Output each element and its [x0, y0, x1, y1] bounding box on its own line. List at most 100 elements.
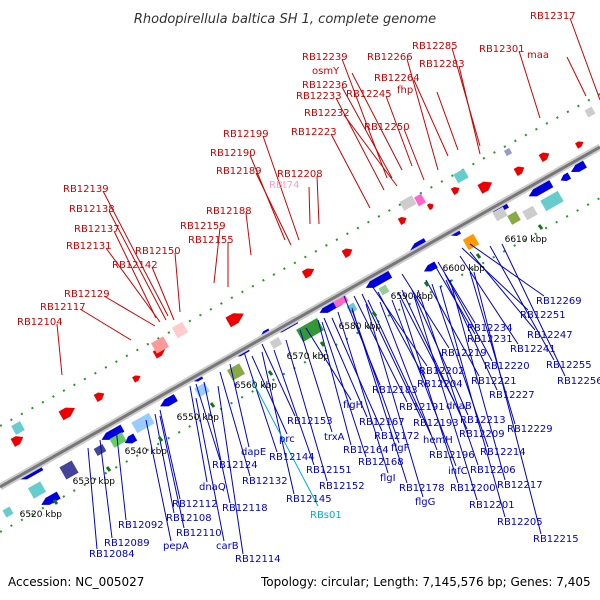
- forward-gene-arrow: [426, 203, 434, 211]
- leader-line: [103, 295, 156, 327]
- leader-line: [411, 289, 469, 416]
- forward-gene-arrow: [93, 392, 105, 402]
- reverse-gene-label: RB12227: [489, 390, 535, 401]
- reverse-gene-label: flgG: [415, 497, 435, 508]
- reverse-gene-label: RB12213: [460, 415, 506, 426]
- forward-gene-label: RB12129: [64, 289, 110, 300]
- tick-mark: [209, 402, 216, 408]
- leader-line: [243, 351, 278, 453]
- leader-line: [431, 283, 489, 448]
- leader-line: [459, 255, 519, 345]
- leader-line: [87, 447, 98, 550]
- tick-label: 6540 kbp: [125, 447, 168, 457]
- leader-line: [203, 381, 231, 504]
- tick-mark: [371, 311, 378, 317]
- leader-line: [445, 279, 498, 391]
- reverse-gene-arrow: [160, 394, 178, 407]
- tick-mark: [537, 224, 544, 230]
- tick-label: 6590 kbp: [391, 292, 434, 302]
- leader-line: [321, 321, 367, 458]
- feature-box: [226, 363, 246, 381]
- leader-line: [159, 415, 185, 529]
- leader-line: [437, 261, 476, 324]
- reverse-gene-label: RB12247: [527, 330, 573, 341]
- leader-line: [501, 243, 566, 377]
- leader-line: [261, 343, 296, 417]
- genome-summary-text: Topology: circular; Length: 7,145,576 bp…: [260, 575, 591, 589]
- leader-line: [469, 271, 516, 425]
- leader-line: [341, 58, 388, 179]
- reverse-gene-label: RB12255: [546, 360, 592, 371]
- reverse-gene-label: carB: [216, 541, 239, 552]
- reverse-gene-label: RB12124: [212, 460, 258, 471]
- feature-box: [171, 321, 189, 339]
- reverse-gene-arrow: [560, 172, 572, 182]
- leader-line: [323, 317, 368, 418]
- reverse-gene-label: dapE: [241, 447, 266, 458]
- leader-line: [154, 413, 175, 514]
- tick-mark: [157, 436, 164, 442]
- reverse-gene-label: RB12193: [413, 418, 459, 429]
- leader-line: [115, 427, 127, 521]
- leader-line: [113, 230, 157, 319]
- leader-line-layer: [56, 17, 600, 555]
- genome-backbone: [0, 143, 600, 491]
- forward-gene-arrow: [397, 216, 407, 226]
- forward-gene-arrow: [58, 407, 75, 421]
- leader-line: [151, 266, 175, 321]
- tick-label: 6520 kbp: [20, 510, 63, 520]
- feature-box: [399, 195, 417, 211]
- reverse-gene-label: RB12205: [497, 517, 543, 528]
- reverse-gene-label: prc: [279, 434, 295, 445]
- feature-box: [414, 193, 426, 207]
- leader-line: [413, 295, 478, 501]
- reverse-gene-label: RB12206: [470, 465, 516, 476]
- leader-line: [425, 279, 480, 377]
- reverse-gene-label: RB12217: [497, 480, 543, 491]
- feature-box: [27, 481, 47, 499]
- leader-line: [489, 245, 555, 361]
- leader-line: [417, 289, 479, 466]
- reverse-gene-label: RB12191: [399, 402, 445, 413]
- reverse-gene-label: RB12201: [469, 500, 515, 511]
- reverse-gene-label: flgF: [391, 443, 410, 454]
- forward-gene-arrow: [450, 186, 460, 196]
- leader-line: [385, 95, 413, 167]
- forward-gene-label: RB12159: [180, 221, 226, 232]
- feature-box: [378, 284, 390, 296]
- reverse-gene-label: RB12200: [450, 483, 496, 494]
- forward-gene-label: RB12266: [367, 52, 413, 63]
- reverse-gene-label: RB12167: [359, 417, 405, 428]
- reverse-gene-label: RB12144: [269, 452, 315, 463]
- reverse-gene-label: RB12112: [172, 499, 218, 510]
- leader-line: [195, 383, 221, 461]
- leader-line: [261, 351, 295, 495]
- forward-gene-label: RB12301: [479, 44, 525, 55]
- leader-line: [316, 175, 320, 225]
- leader-line: [99, 439, 113, 539]
- feature-box: [492, 206, 508, 222]
- tick-mark: [105, 466, 112, 472]
- leader-line: [397, 291, 455, 402]
- forward-gene-arrow: [341, 248, 353, 258]
- reverse-gene-label: flgH: [343, 400, 363, 411]
- reverse-gene-label: trxA: [324, 432, 345, 443]
- reverse-gene-label: RB12215: [533, 534, 579, 545]
- leader-line: [458, 65, 481, 155]
- feature-box: [453, 168, 469, 184]
- reverse-gene-arrow: [365, 270, 393, 288]
- leader-line: [413, 79, 449, 157]
- reverse-gene-label: RB12221: [471, 376, 517, 387]
- feature-box: [131, 412, 155, 434]
- forward-gene-label: RB12137: [74, 224, 120, 235]
- leader-line: [566, 56, 587, 97]
- leader-line: [335, 97, 385, 191]
- reverse-gene-arrow: [571, 160, 587, 172]
- reverse-gene-arrow: [528, 180, 554, 197]
- reverse-gene-label: RB12153: [287, 416, 333, 427]
- forward-gene-arrow: [301, 268, 315, 279]
- rna-gene-label: RBs01: [310, 510, 342, 521]
- leader-line: [251, 379, 319, 507]
